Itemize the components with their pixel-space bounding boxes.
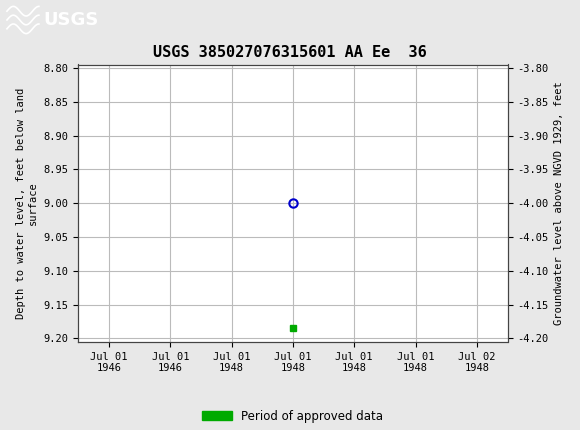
Legend: Period of approved data: Period of approved data (198, 405, 388, 427)
Text: USGS: USGS (44, 11, 99, 29)
Y-axis label: Groundwater level above NGVD 1929, feet: Groundwater level above NGVD 1929, feet (554, 81, 564, 325)
Y-axis label: Depth to water level, feet below land
surface: Depth to water level, feet below land su… (16, 88, 38, 319)
Text: USGS 385027076315601 AA Ee  36: USGS 385027076315601 AA Ee 36 (153, 45, 427, 60)
